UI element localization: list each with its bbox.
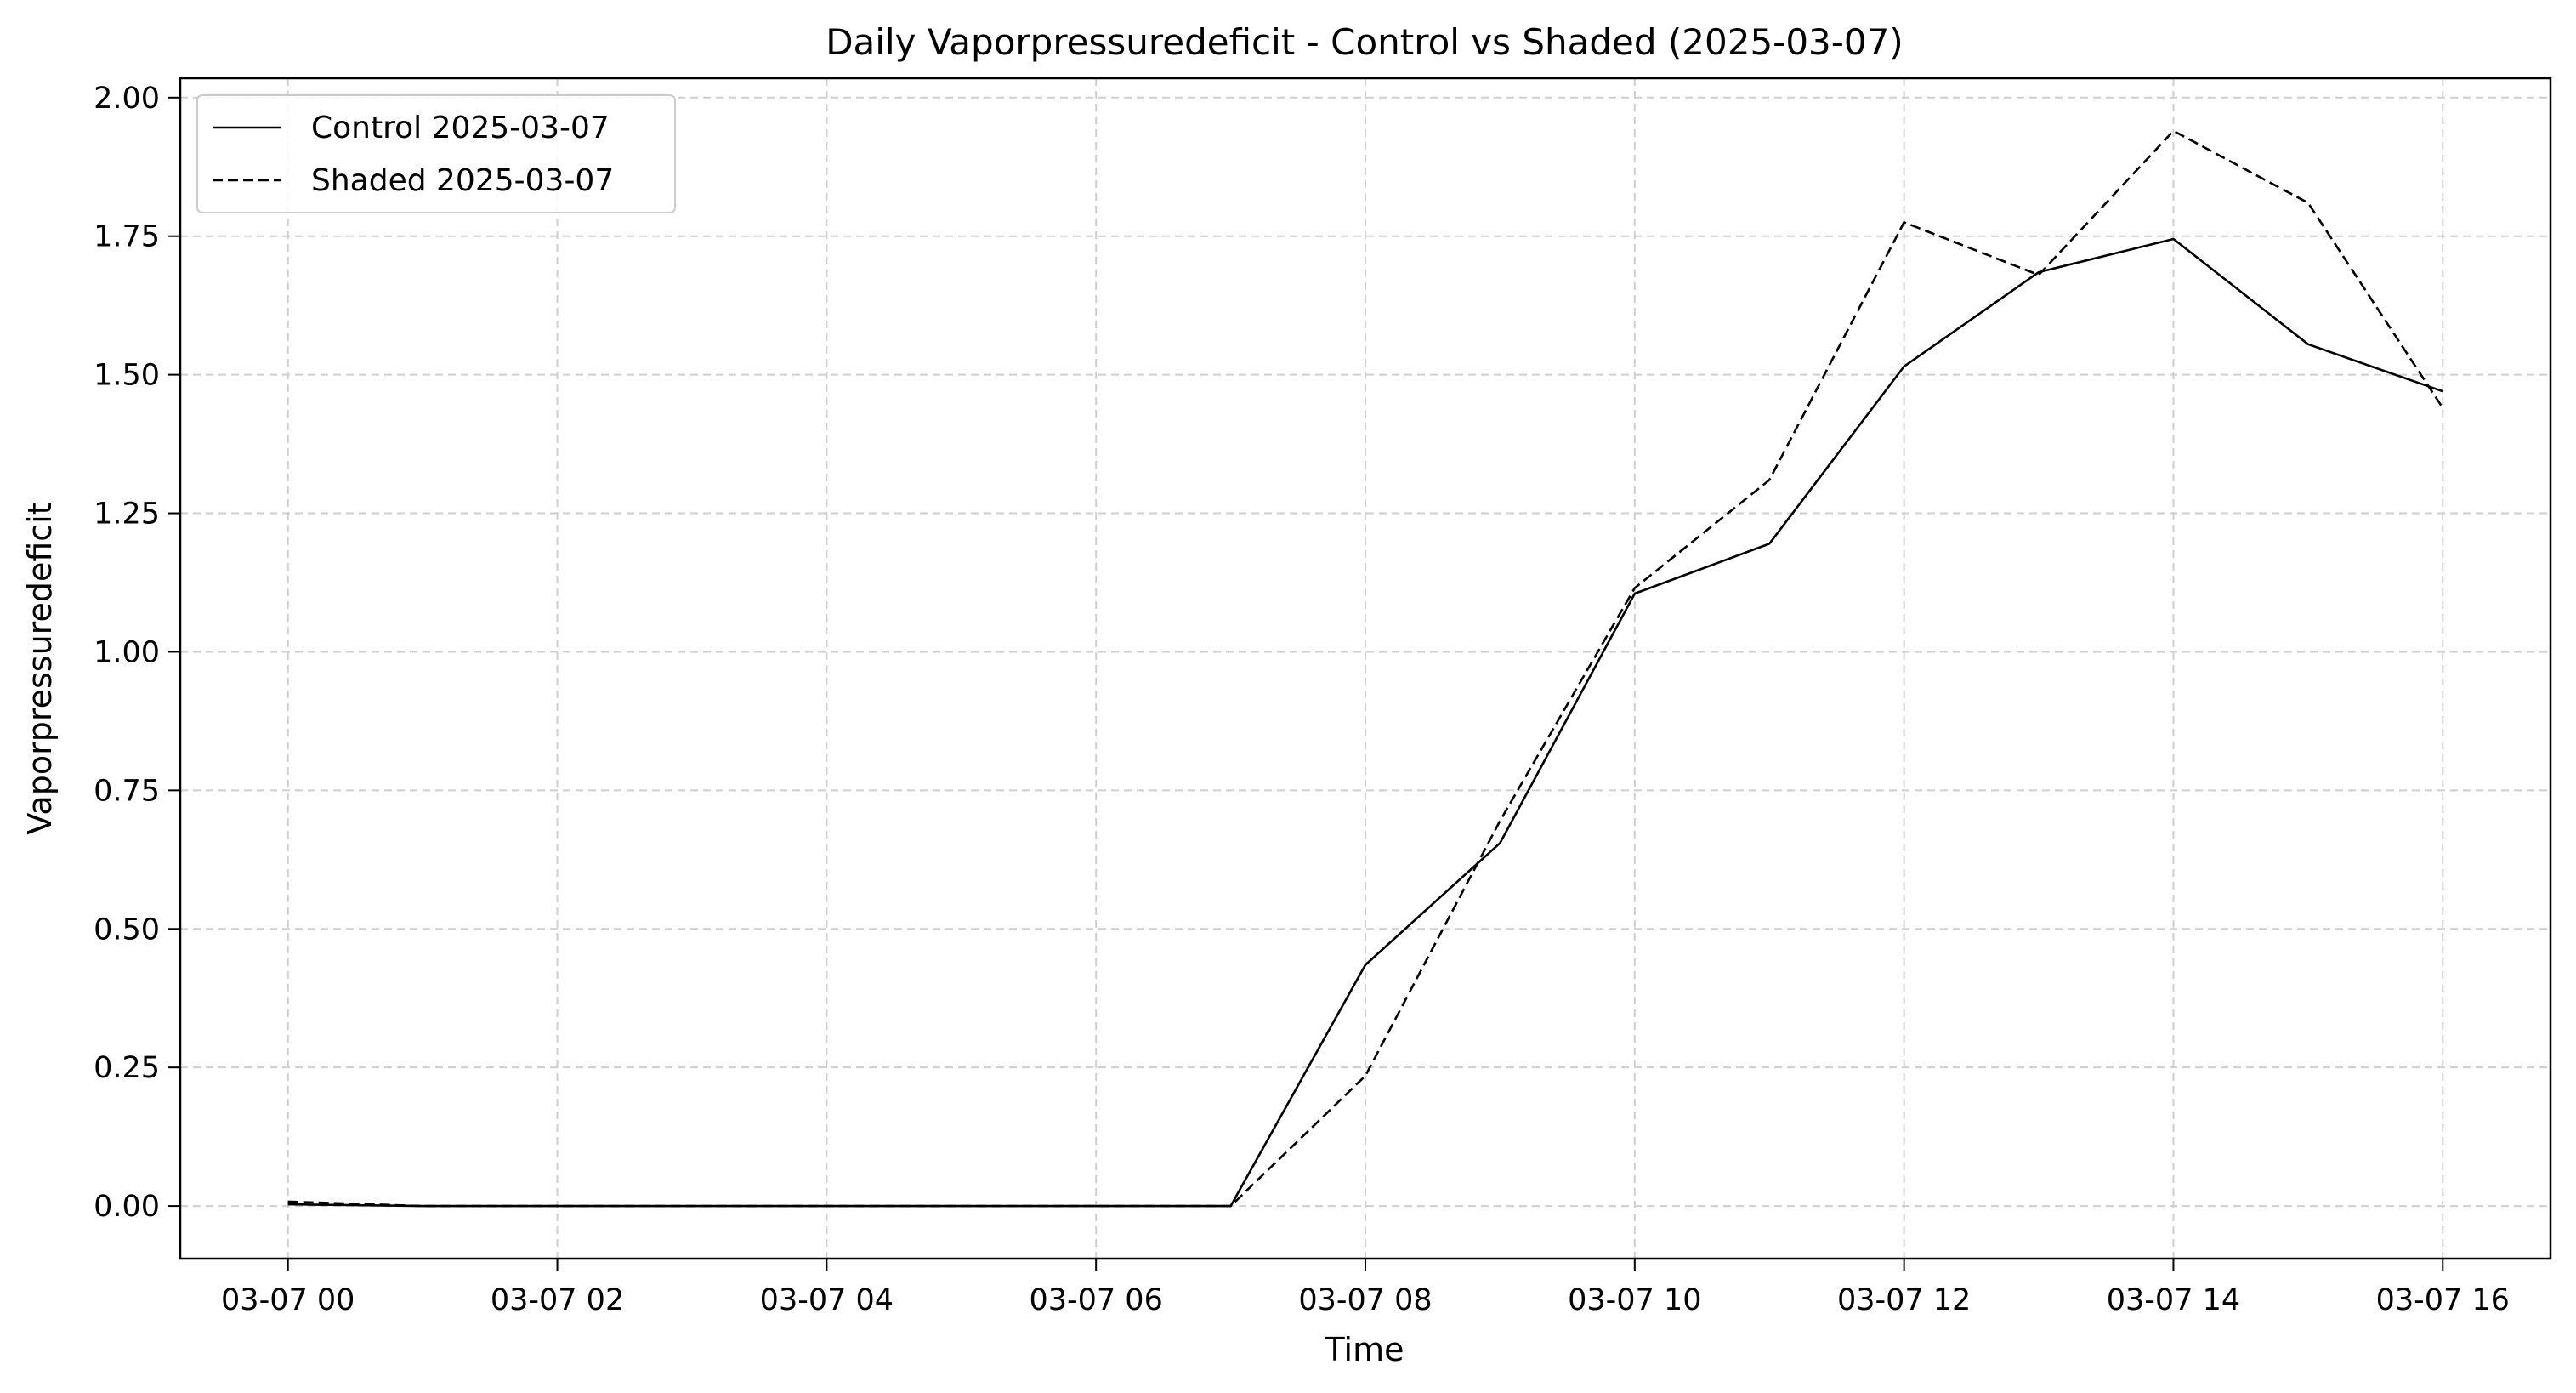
- x-tick-label: 03-07 06: [1029, 1283, 1162, 1317]
- legend-label: Shaded 2025-03-07: [311, 163, 614, 198]
- y-tick-label: 0.50: [94, 913, 160, 947]
- y-tick-label: 1.25: [94, 498, 160, 532]
- y-tick-label: 2.00: [94, 82, 160, 116]
- y-axis-label: Vaporpressuredeficit: [21, 502, 59, 834]
- x-tick-label: 03-07 08: [1298, 1283, 1432, 1317]
- legend-label: Control 2025-03-07: [311, 111, 610, 145]
- x-tick-label: 03-07 04: [760, 1283, 894, 1317]
- chart-title: Daily Vaporpressuredeficit - Control vs …: [826, 21, 1904, 63]
- y-tick-label: 1.50: [94, 359, 160, 393]
- legend: Control 2025-03-07 Shaded 2025-03-07: [196, 94, 676, 213]
- x-tick-label: 03-07 12: [1837, 1283, 1971, 1317]
- x-tick-label: 03-07 10: [1568, 1283, 1701, 1317]
- series-layer: [287, 129, 2444, 1208]
- x-tick-label: 03-07 14: [2107, 1283, 2240, 1317]
- x-axis-label: Time: [1325, 1331, 1404, 1368]
- y-tick-label: 0.00: [94, 1190, 160, 1224]
- legend-box: [196, 94, 676, 213]
- y-axis: 0.00 0.25 0.50 0.75 1.00 1.25 1.50 1.75 2.00: [94, 82, 180, 1224]
- x-axis: 03-07 00 03-07 02 03-07 04 03-07 06 03-07 08…: [221, 1259, 2510, 1317]
- x-tick-label: 03-07 02: [491, 1283, 624, 1317]
- y-tick-label: 0.75: [94, 774, 160, 808]
- y-tick-label: 1.75: [94, 220, 160, 254]
- y-tick-label: 0.25: [94, 1051, 160, 1085]
- y-tick-label: 1.00: [94, 635, 160, 669]
- series-line-dashed: [287, 129, 2444, 1208]
- x-tick-label: 03-07 16: [2376, 1283, 2510, 1317]
- grid: [180, 78, 2550, 1259]
- x-tick-label: 03-07 00: [221, 1283, 355, 1317]
